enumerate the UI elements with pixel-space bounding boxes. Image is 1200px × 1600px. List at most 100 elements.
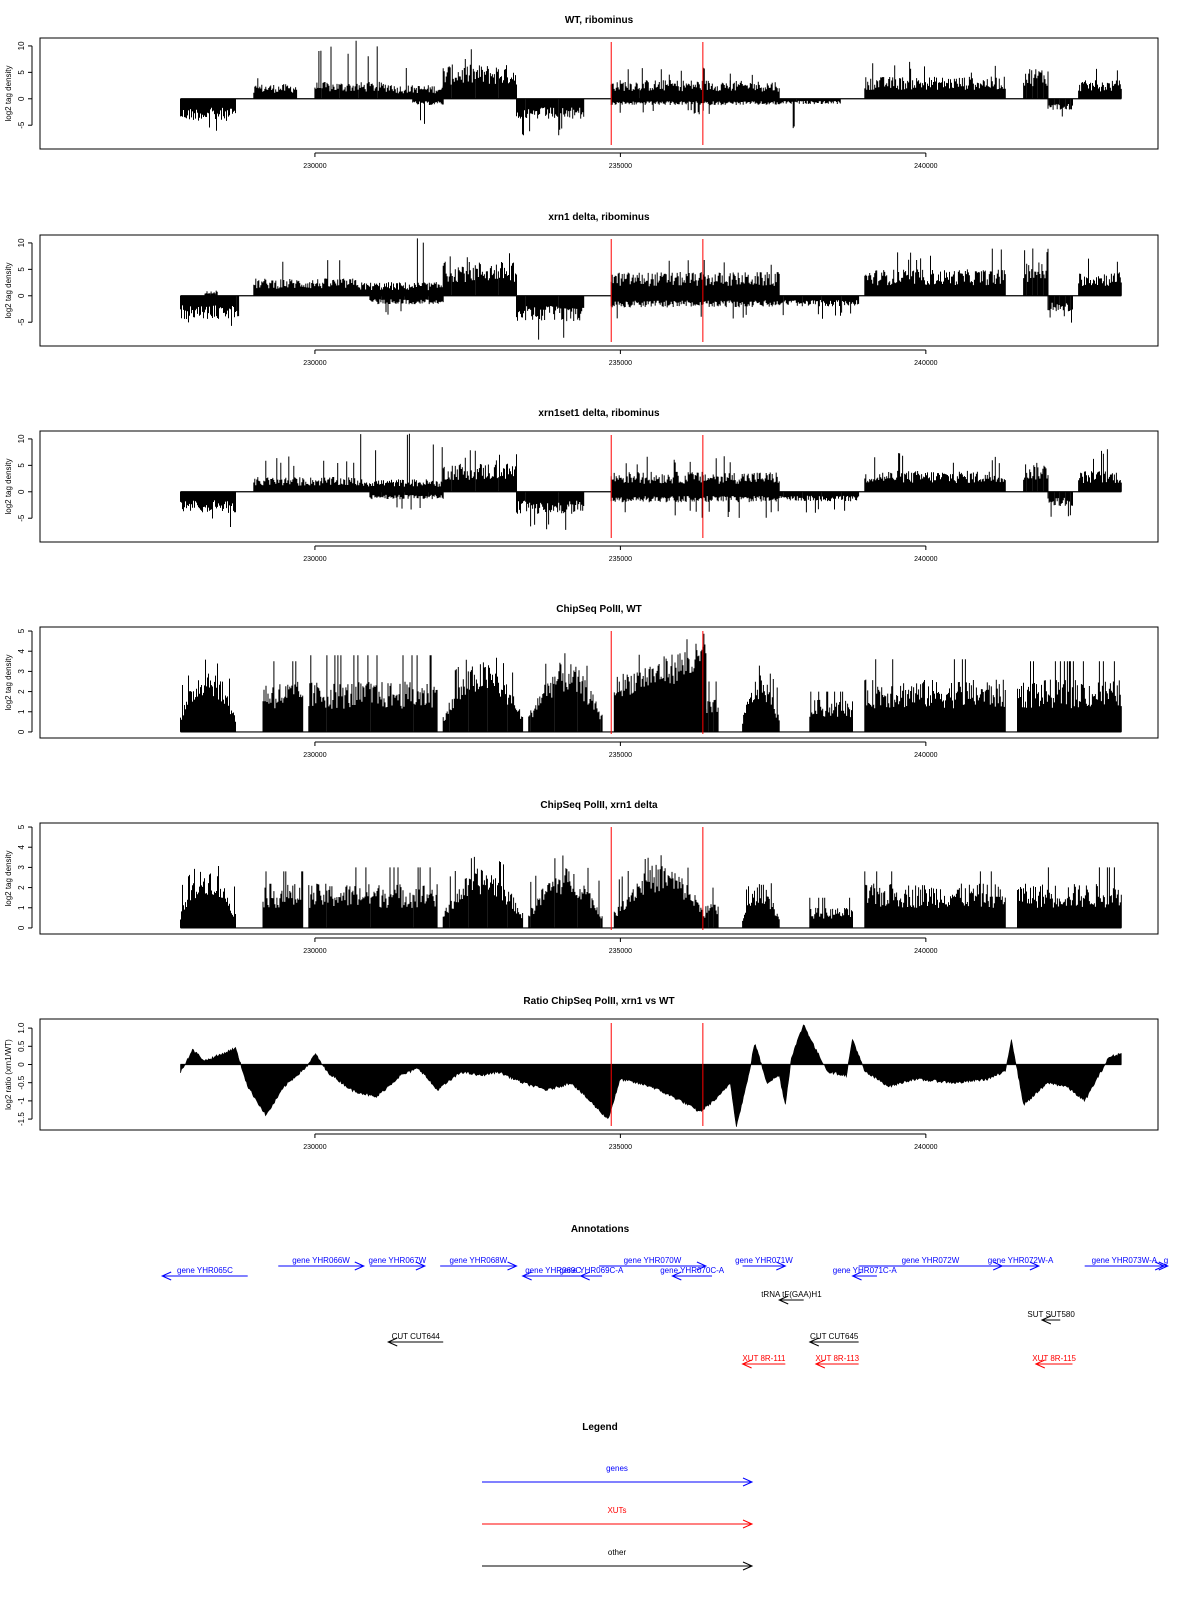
signal-bars: [516, 491, 585, 530]
signal-segment-5: [412, 98, 444, 124]
signal-bars: [204, 290, 218, 296]
signal-segment-6: [442, 253, 517, 296]
arrowhead: [354, 1261, 366, 1271]
y-tick-label: 10: [17, 238, 26, 247]
feature-arrow-14: g: [1158, 1256, 1170, 1271]
signal-bars: [253, 78, 298, 99]
signal-bars: [778, 295, 860, 319]
y-axis: 0 1 2 3 4 5: [17, 628, 33, 734]
x-tick-label: 235000: [609, 163, 632, 170]
y-tick-label: 2: [17, 689, 26, 694]
feature-label: CUT CUT644: [392, 1332, 441, 1341]
y-tick-label: 1: [17, 905, 26, 910]
signal-segment-3: [357, 433, 444, 492]
x-axis: 230000 235000 240000: [303, 152, 938, 170]
signal-segment-6: [613, 633, 707, 732]
feature-label: gene YHR067W: [369, 1256, 427, 1265]
signal-segment-4: [357, 238, 444, 296]
x-tick-label: 235000: [609, 752, 632, 759]
signal-segment-12: [864, 61, 1006, 99]
legend-label: XUTs: [607, 1506, 626, 1515]
signal-segment-4: [442, 657, 524, 732]
feature-label: CUT CUT645: [810, 1332, 859, 1341]
chart-title: ChipSeq PolII, xrn1 delta: [540, 800, 658, 811]
feature-arrow-8: gene YHR070C-A: [660, 1266, 725, 1281]
x-axis: 230000 235000 240000: [303, 1133, 938, 1151]
signal-segment-9: [809, 897, 853, 928]
y-tick-label: 10: [17, 41, 26, 50]
y-tick-label: -5: [17, 318, 26, 326]
y-tick-label: 10: [17, 434, 26, 443]
y-axis-label: log2 tag density: [4, 654, 13, 710]
chart-panel-4: ChipSeq PolII, WT log2 tag density 0 1 2 3 4 5 2…: [4, 604, 1159, 759]
annotations-track: Annotations gene YHR065C gene YHR066W gene …: [160, 1224, 1170, 1369]
x-axis: 230000 235000 240000: [303, 741, 938, 759]
feature-arrow-9: gene YHR071W: [735, 1256, 793, 1271]
arrowhead: [521, 1271, 532, 1281]
arrowhead: [671, 1271, 682, 1281]
x-tick-label: 240000: [914, 752, 937, 759]
legend: Legend genes XUTs other: [482, 1422, 754, 1571]
signal-segment-9: [610, 295, 780, 319]
signal-bars: [742, 665, 780, 732]
y-tick-label: 0: [17, 96, 26, 101]
arrowhead: [808, 1337, 819, 1347]
signal-segment-6: [516, 491, 585, 530]
signal-segment-13: [1047, 295, 1073, 323]
signal-segment-8: [742, 665, 780, 732]
x-tick-label: 235000: [609, 1144, 632, 1151]
y-tick-label: 1.0: [17, 1022, 26, 1034]
legend-item-3: other: [482, 1548, 754, 1571]
signal-segment-10: [864, 453, 1006, 492]
arrowhead: [777, 1295, 789, 1305]
signal-bars: [864, 659, 1006, 732]
x-tick-label: 240000: [914, 556, 937, 563]
feature-label: gene YHR071W: [735, 1256, 793, 1265]
feature-arrow-15: tRNA tF(GAA)H1: [761, 1290, 822, 1305]
arrowhead: [507, 1261, 518, 1271]
signal-bars: [610, 67, 731, 99]
plot-frame: [39, 626, 1159, 739]
y-tick-label: 0: [17, 729, 26, 734]
signal-segment-10: [778, 295, 860, 319]
plot-frame: [39, 1018, 1159, 1131]
ratio-area: [180, 1024, 1122, 1127]
signal-segment-4: [442, 856, 524, 928]
signal-segment-2: [262, 661, 304, 732]
signal-segment-14: [1047, 98, 1073, 117]
signal-segment-15: [1078, 68, 1122, 99]
signal-bars: [1023, 248, 1049, 296]
arrowhead: [776, 1261, 787, 1271]
signal-segment-5: [528, 855, 603, 928]
chart-panel-5: ChipSeq PolII, xrn1 delta log2 tag densit…: [4, 800, 1159, 955]
legend-item-2: XUTs: [482, 1506, 754, 1529]
signal-segment-3: [308, 655, 438, 732]
y-tick-label: 5: [17, 463, 26, 468]
feature-label: gene YHR065C: [177, 1266, 233, 1275]
arrowhead: [696, 1261, 708, 1271]
arrowhead: [742, 1519, 754, 1529]
plot-frame: [39, 234, 1159, 347]
signal-bars: [180, 659, 236, 732]
feature-label: tRNA tF(GAA)H1: [761, 1290, 822, 1299]
signal-bars: [729, 73, 780, 99]
signal-segment-8: [610, 260, 780, 296]
y-tick-label: 4: [17, 844, 26, 849]
data-marks: [180, 633, 1122, 733]
signal-bars: [308, 655, 438, 732]
signal-segment-2: [204, 290, 218, 296]
signal-bars: [442, 253, 517, 296]
arrowhead: [741, 1359, 752, 1369]
signal-segment-1: [180, 98, 236, 131]
y-axis-label: log2 tag density: [4, 65, 13, 121]
y-tick-label: -5: [17, 514, 26, 522]
y-axis: -5 0 5 10: [17, 434, 33, 522]
data-marks: [180, 238, 1122, 340]
signal-segment-7: [705, 887, 719, 928]
signal-segment-12: [1047, 491, 1073, 517]
feature-label: gene YHR073W-A: [1092, 1256, 1158, 1265]
y-tick-label: -1: [17, 1097, 26, 1105]
signal-segment-3: [253, 260, 359, 296]
signal-bars: [180, 491, 236, 527]
